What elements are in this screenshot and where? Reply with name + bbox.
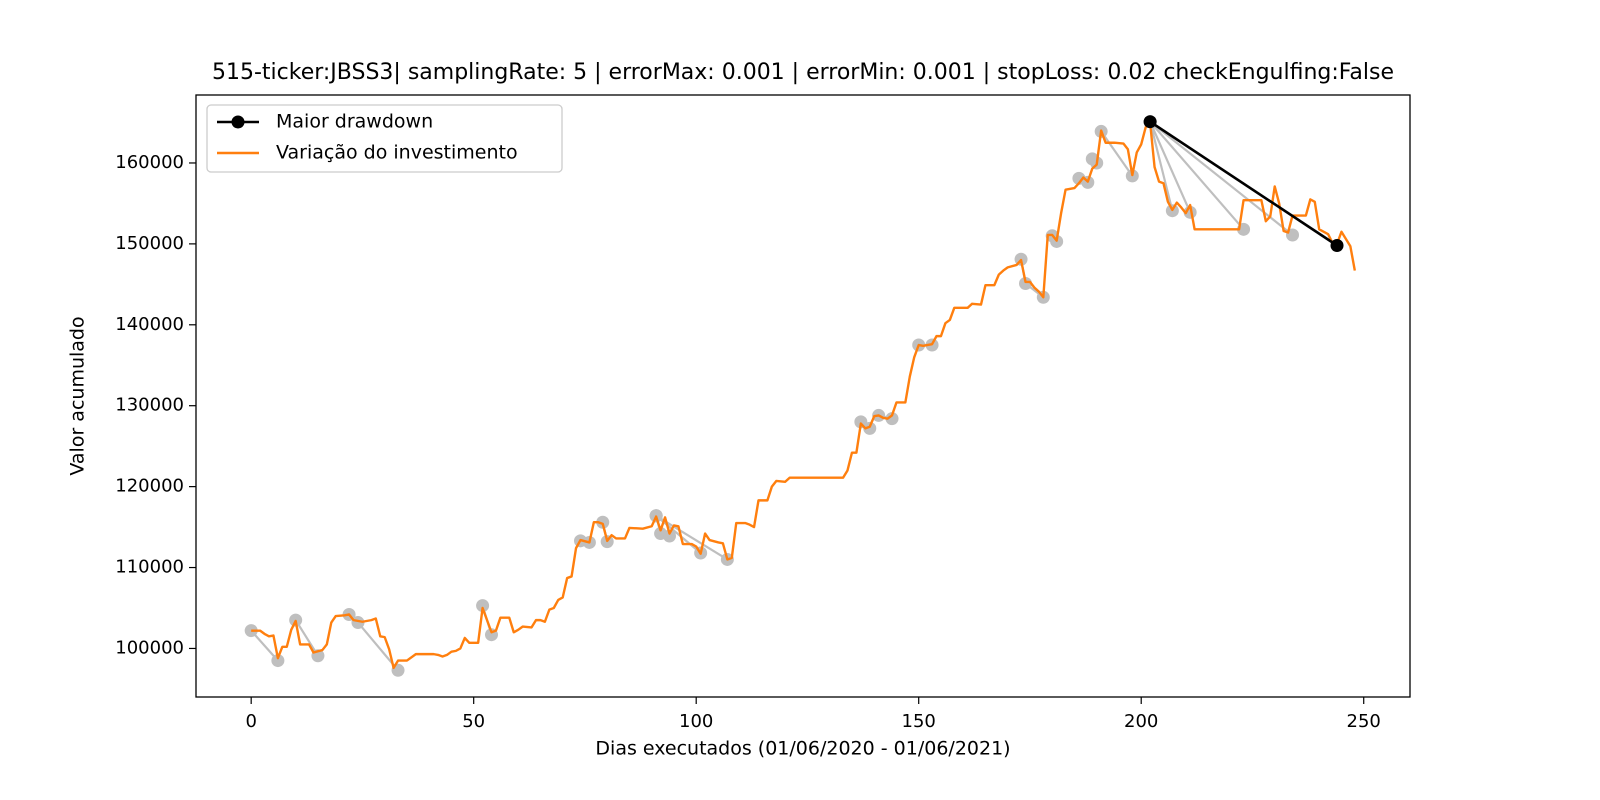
x-tick-label: 50 <box>462 711 485 732</box>
drawdown-point-marker <box>863 421 877 435</box>
y-tick-label: 100000 <box>115 637 184 658</box>
legend-box <box>206 104 563 173</box>
chart-title: 515-ticker:JBSS3| samplingRate: 5 | erro… <box>212 60 1394 85</box>
x-tick-label: 0 <box>245 711 256 732</box>
drawdown-point-marker <box>1019 277 1033 291</box>
legend-label: Maior drawdown <box>276 111 433 133</box>
x-tick-label: 100 <box>679 711 713 732</box>
drawdown-point-marker <box>596 515 610 529</box>
y-axis-label: Valor acumulado <box>67 316 89 475</box>
y-tick-label: 150000 <box>115 233 184 254</box>
max-drawdown-line-marker <box>1143 115 1157 129</box>
investment-line <box>251 121 1357 670</box>
x-tick-label: 250 <box>1347 711 1381 732</box>
drawdown-point-marker <box>271 654 285 668</box>
y-tick-label: 130000 <box>115 395 184 416</box>
drawdown-point-marker <box>662 529 676 543</box>
plot-frame <box>195 94 1411 698</box>
y-tick-label: 160000 <box>115 152 184 173</box>
max-drawdown-line-marker <box>1330 239 1344 252</box>
drawdown-point-marker <box>476 599 490 613</box>
y-tick-label: 110000 <box>115 557 184 578</box>
x-tick-label: 150 <box>902 711 936 732</box>
y-tick-label: 120000 <box>115 476 184 497</box>
legend-label: Variação do investimento <box>276 142 518 164</box>
drawdown-point-marker <box>885 412 899 426</box>
x-tick-label: 200 <box>1124 711 1158 732</box>
drawdown-point-marker <box>854 415 868 429</box>
legend-marker <box>231 115 245 129</box>
max-drawdown-line <box>1149 120 1338 247</box>
x-axis-label: Dias executados (01/06/2020 - 01/06/2021… <box>595 738 1010 760</box>
y-tick-label: 140000 <box>115 314 184 335</box>
